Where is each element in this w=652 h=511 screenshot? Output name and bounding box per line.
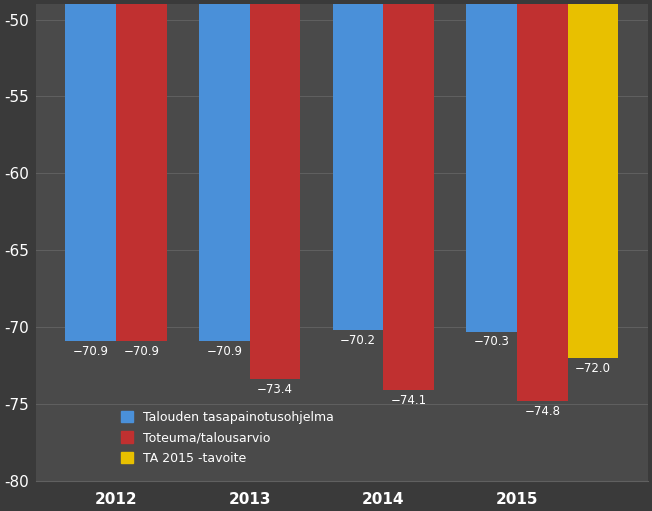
- Text: −70.3: −70.3: [473, 335, 509, 349]
- Bar: [199, 0, 250, 341]
- Bar: [517, 0, 568, 401]
- Bar: [383, 0, 434, 390]
- Text: −70.9: −70.9: [206, 345, 243, 358]
- Text: −72.0: −72.0: [575, 362, 611, 375]
- Text: −74.1: −74.1: [391, 394, 427, 407]
- Text: −70.2: −70.2: [340, 334, 376, 347]
- Text: −70.9: −70.9: [73, 345, 109, 358]
- Bar: [250, 0, 301, 379]
- Text: −74.8: −74.8: [524, 405, 560, 417]
- Bar: [116, 0, 167, 341]
- Bar: [568, 0, 619, 358]
- Legend: Talouden tasapainotusohjelma, Toteuma/talousarvio, TA 2015 -tavoite: Talouden tasapainotusohjelma, Toteuma/ta…: [115, 406, 339, 470]
- Bar: [333, 0, 383, 330]
- Text: −73.4: −73.4: [257, 383, 293, 396]
- Bar: [466, 0, 517, 332]
- Bar: [65, 0, 116, 341]
- Text: −70.9: −70.9: [123, 345, 160, 358]
